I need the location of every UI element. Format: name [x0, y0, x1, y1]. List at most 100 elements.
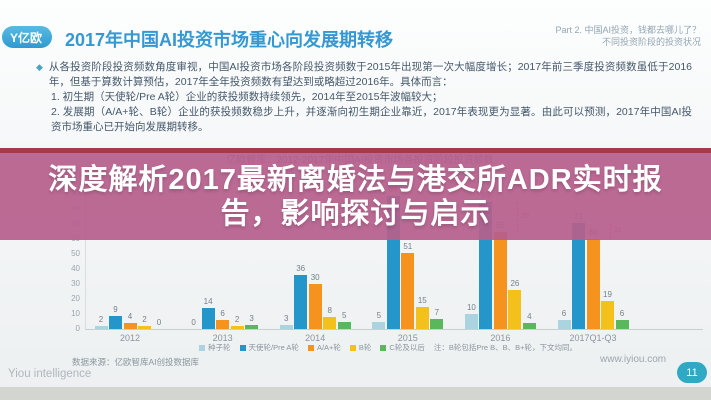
bar-value-label: 6 — [220, 309, 225, 318]
bar — [430, 318, 444, 329]
legend-item: C轮及以后 — [380, 342, 425, 353]
bar — [294, 275, 308, 329]
legend-label: A/A+轮 — [316, 343, 341, 352]
bar-value-label: 2 — [98, 315, 104, 324]
bar-value-label: 5 — [376, 310, 382, 320]
legend-label: 天使轮/Pre A轮 — [248, 343, 299, 352]
legend-swatch — [349, 344, 356, 351]
bar — [415, 306, 429, 329]
section-label-line2: 不同投资阶段的投资状况 — [601, 37, 701, 47]
chart-x-axis — [85, 329, 703, 330]
bar — [508, 290, 522, 329]
bar-value-label: 2 — [234, 315, 240, 324]
page-number: 11 — [686, 366, 698, 379]
bar — [572, 222, 585, 329]
bar-value-label: 4 — [527, 312, 532, 321]
bar — [123, 323, 137, 329]
bar — [279, 324, 293, 329]
section-label: Part 2. 中国AI投资，钱都去哪儿了？ 不同投资阶段的投资状况 — [441, 24, 701, 48]
bullet-diamond-icon: ◆ — [36, 62, 43, 72]
bar — [464, 314, 478, 329]
bar-value-label: 3 — [249, 313, 254, 323]
bar-value-label: 26 — [510, 279, 520, 288]
bar-value-label: 6 — [619, 309, 625, 318]
bar-value-label: 0 — [156, 318, 162, 327]
bar — [216, 320, 230, 329]
bar-value-label: 36 — [296, 264, 306, 273]
bar-value-label: 51 — [403, 241, 413, 251]
bar-value-label: 7 — [434, 307, 440, 317]
bar-value-label: 3 — [283, 313, 289, 323]
legend-item: 种子轮 — [199, 342, 231, 353]
yiou-logo: Y亿欧 — [2, 26, 53, 48]
bar — [372, 321, 386, 329]
chart-source: 数据来源：亿欧智库AI创投数据库 — [72, 357, 200, 367]
bar-value-label: 0 — [191, 318, 196, 327]
bar — [586, 239, 600, 329]
bar — [493, 231, 507, 329]
slide-title: 2017年中国AI投资市场重心向发展期转移 — [65, 30, 394, 50]
bar — [245, 324, 259, 329]
bar-value-label: 4 — [127, 312, 133, 321]
bar — [323, 317, 337, 329]
page-number-badge: 11 — [677, 362, 707, 383]
bar — [337, 321, 351, 329]
bar — [94, 326, 108, 329]
bar-value-label: 8 — [327, 306, 332, 315]
y-tick-label: 50 — [71, 249, 80, 258]
x-category-label: 2012 — [119, 333, 141, 343]
bar-value-label: 2 — [142, 315, 147, 324]
legend-swatch — [239, 344, 246, 351]
bar-value-label: 9 — [113, 304, 118, 314]
y-tick-label: 40 — [71, 264, 80, 273]
y-tick-label: 10 — [71, 309, 80, 318]
site-url: www.iyiou.com — [600, 354, 667, 365]
bar — [308, 284, 322, 329]
legend-label: B轮 — [358, 343, 372, 352]
bar-value-label: 10 — [466, 303, 476, 312]
body-item-1: 1. 初生期（天使轮/Pre A轮）企业的获投频数持续领先，2014年至2015… — [51, 91, 443, 103]
x-category-label: 2015 — [397, 333, 418, 343]
section-label-line1: Part 2. 中国AI投资，钱都去哪儿了？ — [555, 25, 701, 35]
watermark: Yiou intelligence — [8, 368, 92, 380]
x-category-label: 2014 — [305, 333, 326, 343]
bar — [138, 326, 151, 329]
y-tick-label: 30 — [71, 279, 80, 288]
y-tick-label: 0 — [75, 324, 80, 333]
bar-value-label: 30 — [310, 273, 320, 282]
legend-item: 天使轮/Pre A轮 — [239, 342, 299, 353]
bar — [557, 320, 571, 329]
bar-value-label: 15 — [417, 295, 427, 305]
body-item-2: 2. 发展期（A/A+轮、B轮）企业的获投频数稳步上升，并逐渐向初生期企业靠近，… — [51, 106, 692, 133]
bar — [201, 308, 215, 329]
body-intro: 从各投资阶段投资频数角度审视，中国AI投资市场各阶段投资频数于2015年出现第一… — [48, 61, 692, 88]
bar-value-label: 14 — [203, 297, 213, 306]
x-category-label: 2013 — [212, 333, 233, 343]
bottom-strip — [0, 387, 711, 400]
x-category-label: 2016 — [490, 333, 511, 343]
bar-value-label: 6 — [561, 309, 567, 318]
bar — [522, 323, 536, 329]
legend-swatch — [307, 344, 314, 351]
legend-swatch — [199, 344, 205, 351]
legend-item: B轮 — [349, 342, 372, 353]
legend-label: 种子轮 — [208, 343, 231, 352]
legend-item: A/A+轮 — [307, 342, 341, 353]
headline-overlay-banner: 深度解析2017最新离婚法与港交所ADR实时报告，影响探讨与启示 — [0, 148, 711, 240]
bar — [601, 300, 614, 329]
yiou-logo-text: Y亿欧 — [10, 30, 43, 45]
body-paragraph: ◆ 从各投资阶段投资频数角度审视，中国AI投资市场各阶段投资频数于2015年出现… — [36, 60, 692, 135]
bar-value-label: 19 — [603, 289, 612, 299]
chart-legend: 种子轮 天使轮/Pre A轮 A/A+轮 B轮 C轮及以后 注：B轮包括Pre B、B、B… — [85, 342, 691, 353]
bar-value-label: 5 — [341, 310, 347, 320]
bar — [401, 252, 415, 329]
headline-overlay-text: 深度解析2017最新离婚法与港交所ADR实时报告，影响探讨与启示 — [48, 163, 663, 230]
y-tick-label: 20 — [71, 294, 80, 303]
x-category-label: 2017Q1-Q3 — [569, 333, 617, 343]
bar — [109, 315, 122, 329]
bar — [230, 326, 244, 329]
legend-note: 注：B轮包括Pre B、B、B+轮，下文均同。 — [433, 343, 577, 352]
legend-swatch — [380, 344, 387, 351]
chart-y-axis — [85, 192, 86, 329]
